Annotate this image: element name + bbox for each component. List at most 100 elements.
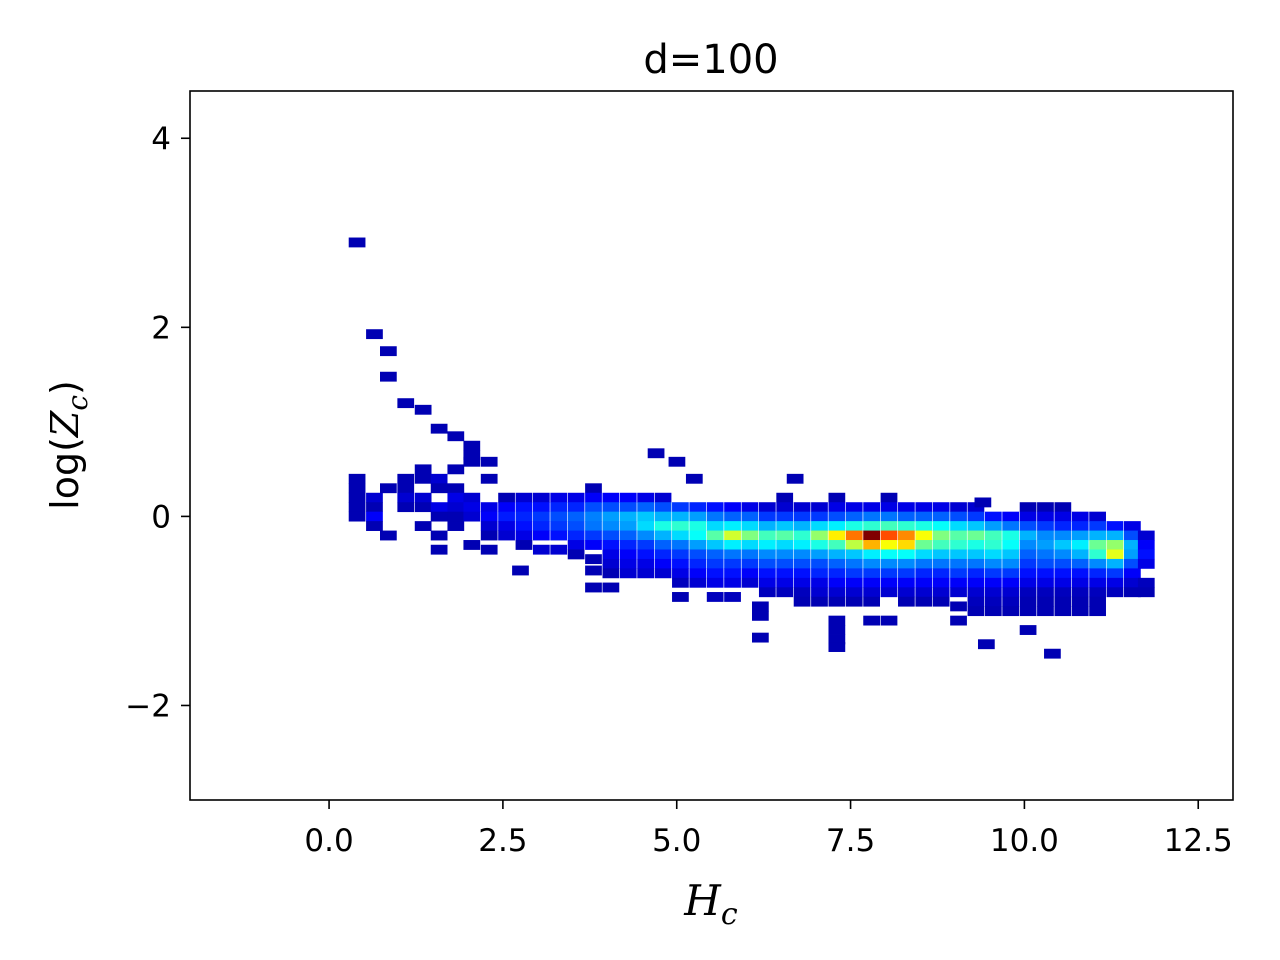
heatmap-cell <box>950 587 967 598</box>
heatmap-cell <box>397 483 415 494</box>
heatmap-cell <box>654 530 672 541</box>
heatmap-cell <box>811 530 828 541</box>
heatmap-cell <box>880 530 898 541</box>
heatmap-cell <box>786 473 804 484</box>
heatmap-cell <box>915 596 933 607</box>
heatmap-cell <box>550 492 568 503</box>
heatmap-cell <box>915 521 933 531</box>
heatmap-cell <box>585 540 602 550</box>
heatmap-cell <box>967 568 985 579</box>
heatmap-cell <box>380 371 397 382</box>
heatmap-cell <box>776 540 794 550</box>
heatmap-cell <box>498 530 515 541</box>
heatmap-cell <box>776 521 794 531</box>
heatmap-cell <box>724 592 741 602</box>
heatmap-cell <box>898 502 915 513</box>
heatmap-cell <box>828 577 846 588</box>
x-axis-label: Hc <box>683 876 738 932</box>
heatmap-cell <box>950 530 967 541</box>
heatmap-cell <box>776 549 794 560</box>
heatmap-cell <box>689 511 707 522</box>
heatmap-cell <box>793 511 811 522</box>
heatmap-cell <box>619 568 637 579</box>
heatmap-cell <box>776 558 794 569</box>
heatmap-cell <box>863 511 880 522</box>
heatmap-cell <box>380 483 397 494</box>
heatmap-cell <box>984 521 1002 531</box>
heatmap-cell <box>984 596 1002 607</box>
heatmap-cell <box>1002 587 1020 598</box>
heatmap-cell <box>1002 521 1020 531</box>
heatmap-cell <box>793 596 811 607</box>
heatmap-cell <box>515 540 533 550</box>
heatmap-cell <box>932 540 950 550</box>
heatmap-cell <box>898 540 915 550</box>
heatmap-cell <box>672 511 689 522</box>
heatmap-cell <box>689 568 707 579</box>
heatmap-cell <box>1037 568 1054 579</box>
heatmap-cell <box>811 521 828 531</box>
heatmap-cell <box>397 473 415 484</box>
heatmap-cell <box>967 521 985 531</box>
heatmap-cell <box>689 521 707 531</box>
heatmap-cell <box>776 568 794 579</box>
heatmap-cell <box>758 502 776 513</box>
heatmap-cell <box>672 592 689 602</box>
heatmap-cell <box>811 577 828 588</box>
heatmap-cell <box>1037 587 1054 598</box>
heatmap-cell <box>984 606 1002 617</box>
heatmap-cell <box>880 558 898 569</box>
heatmap-cell <box>550 544 568 555</box>
heatmap-cell <box>793 540 811 550</box>
heatmap-cell <box>1019 596 1037 607</box>
heatmap-cell <box>828 511 846 522</box>
heatmap-cell <box>585 511 602 522</box>
heatmap-cell <box>950 549 967 560</box>
heatmap-cell <box>950 502 967 513</box>
heatmap-cell <box>752 632 769 643</box>
heatmap-cell <box>863 615 880 626</box>
heatmap-cell <box>397 502 415 513</box>
heatmap-cell <box>1037 540 1054 550</box>
heatmap-cell <box>480 530 498 541</box>
heatmap-cell <box>602 582 620 593</box>
heatmap-cell <box>1071 540 1089 550</box>
heatmap-cell <box>724 568 741 579</box>
y-tick-label: −2 <box>125 688 171 724</box>
heatmap-cell <box>1037 577 1054 588</box>
heatmap-cell <box>724 502 741 513</box>
heatmap-cell <box>672 558 689 569</box>
heatmap-cell <box>414 473 432 484</box>
heatmap-cell <box>863 540 880 550</box>
heatmap-cell <box>567 549 585 560</box>
heatmap-cell <box>430 511 448 522</box>
heatmap-cell <box>828 568 846 579</box>
heatmap-cell <box>950 601 967 612</box>
heatmap-cell <box>602 540 620 550</box>
heatmap-cell <box>532 521 550 531</box>
heatmap-cell <box>845 549 863 560</box>
heatmap-cell <box>793 521 811 531</box>
heatmap-cell <box>689 558 707 569</box>
heatmap-cell <box>1137 540 1155 550</box>
heatmap-cell <box>1137 577 1155 588</box>
y-axis-label-suffix: ) <box>43 380 87 395</box>
heatmap-cell <box>863 568 880 579</box>
heatmap-cell <box>706 521 724 531</box>
heatmap-cell <box>915 587 933 598</box>
heatmap-cell <box>828 625 846 635</box>
heatmap-cell <box>898 521 915 531</box>
heatmap-cell <box>654 502 672 513</box>
heatmap-cell <box>619 511 637 522</box>
heatmap-cell <box>984 587 1002 598</box>
heatmap-cell <box>758 511 776 522</box>
heatmap-cell <box>637 492 655 503</box>
heatmap-cell <box>515 530 533 541</box>
heatmap-cell <box>480 473 498 484</box>
y-axis-label: log(Zc) <box>43 380 94 510</box>
heatmap-cell <box>480 456 498 467</box>
heatmap-cell <box>348 483 366 494</box>
heatmap-cell <box>1054 558 1072 569</box>
heatmap-cell <box>366 502 383 513</box>
